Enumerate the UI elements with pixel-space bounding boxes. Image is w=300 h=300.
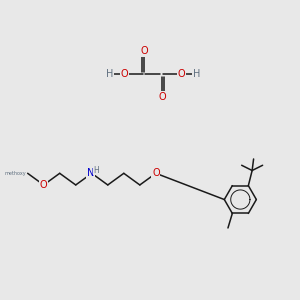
Text: O: O [152,168,160,178]
Text: H: H [193,69,200,79]
Text: H: H [94,166,99,175]
Text: N: N [87,168,94,178]
Text: O: O [140,46,148,56]
Text: O: O [40,180,47,190]
Text: O: O [158,92,166,102]
Text: methoxy: methoxy [4,171,26,176]
Text: O: O [120,69,128,79]
Text: O: O [178,69,185,79]
Text: H: H [106,69,113,79]
